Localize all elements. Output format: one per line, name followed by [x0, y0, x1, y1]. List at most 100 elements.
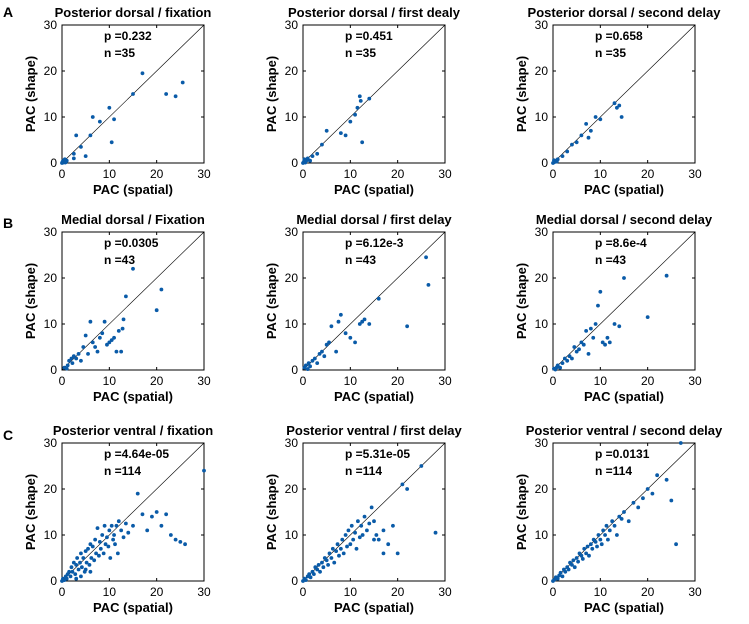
- data-point: [154, 510, 159, 514]
- data-point: [320, 142, 324, 147]
- y-tick-label: 0: [291, 156, 298, 170]
- data-point: [93, 345, 98, 349]
- data-point: [605, 335, 610, 340]
- data-point: [83, 567, 88, 572]
- data-point: [570, 356, 574, 361]
- data-point: [180, 80, 185, 85]
- data-point: [351, 537, 356, 542]
- data-point: [359, 523, 364, 528]
- x-tick-label: 10: [103, 374, 117, 388]
- y-axis-label: PAC (shape): [264, 263, 279, 339]
- data-point: [105, 535, 109, 540]
- y-tick-label: 20: [285, 64, 299, 78]
- data-point: [105, 342, 109, 347]
- data-point: [338, 131, 343, 136]
- data-point: [607, 528, 612, 533]
- x-axis-label: PAC (spatial): [584, 600, 664, 615]
- data-point: [306, 361, 311, 365]
- data-point: [308, 575, 313, 580]
- data-point: [92, 558, 97, 563]
- x-tick-label: 30: [197, 167, 211, 181]
- x-axis-label: PAC (spatial): [584, 182, 664, 197]
- data-point: [131, 523, 135, 528]
- scatter-panel: 0 10 20 30 0 10 20 30 p =0.0305 n =43 Medial dorsa…: [23, 212, 211, 404]
- data-point: [581, 342, 586, 347]
- data-point: [112, 117, 116, 122]
- data-point: [320, 560, 324, 565]
- data-point: [335, 542, 340, 547]
- data-point: [645, 487, 650, 491]
- data-point: [305, 156, 310, 161]
- data-point: [580, 557, 585, 561]
- data-point: [81, 345, 86, 349]
- data-point: [71, 354, 76, 359]
- scatter-panel: 0 10 20 30 0 10 20 30 p =4.64e-05 n =114 Posterior…: [23, 423, 213, 615]
- data-point: [102, 523, 107, 528]
- x-axis-label: PAC (spatial): [584, 389, 664, 404]
- data-point: [367, 521, 372, 526]
- data-point: [574, 349, 579, 354]
- data-point: [97, 335, 102, 340]
- data-point: [75, 556, 80, 560]
- y-tick-label: 0: [50, 363, 57, 377]
- data-point: [74, 576, 79, 581]
- data-point: [674, 542, 678, 547]
- data-point: [591, 335, 596, 340]
- data-point: [619, 115, 624, 119]
- data-point: [669, 498, 674, 503]
- data-point: [357, 94, 362, 99]
- data-point: [308, 158, 312, 163]
- data-point: [367, 96, 372, 101]
- data-point: [71, 560, 76, 565]
- identity-line: [552, 231, 696, 371]
- y-axis-label: PAC (shape): [264, 56, 279, 132]
- data-point: [356, 519, 360, 524]
- data-point: [376, 296, 381, 301]
- data-point: [71, 156, 76, 161]
- data-point: [109, 140, 114, 145]
- data-point: [84, 560, 89, 565]
- data-point: [94, 551, 98, 556]
- data-point: [70, 569, 75, 574]
- data-point: [617, 324, 622, 329]
- x-tick-label: 10: [344, 167, 358, 181]
- data-point: [68, 574, 73, 579]
- data-point: [79, 565, 84, 570]
- data-point: [70, 361, 75, 365]
- data-point: [360, 319, 365, 324]
- data-point: [424, 255, 428, 260]
- x-tick-label: 20: [391, 585, 405, 599]
- data-point: [107, 340, 112, 345]
- data-point: [327, 340, 331, 345]
- data-point: [145, 528, 150, 533]
- data-point: [358, 99, 363, 103]
- data-point: [108, 556, 113, 560]
- data-point: [588, 542, 593, 547]
- data-point: [612, 523, 617, 528]
- data-point: [598, 289, 603, 294]
- data-point: [348, 119, 353, 124]
- data-point: [610, 519, 615, 524]
- data-point: [89, 556, 94, 560]
- y-tick-label: 30: [535, 18, 549, 32]
- data-point: [590, 546, 595, 551]
- data-point: [617, 103, 622, 108]
- data-point: [88, 569, 93, 574]
- data-point: [60, 160, 65, 164]
- data-point: [113, 542, 117, 547]
- n-count-label: n =35: [595, 46, 626, 60]
- data-point: [307, 572, 312, 576]
- data-point: [69, 356, 74, 361]
- data-point: [327, 551, 332, 556]
- y-axis-label: PAC (shape): [23, 474, 38, 550]
- n-count-label: n =114: [104, 464, 141, 478]
- data-point: [360, 533, 365, 537]
- data-point: [124, 521, 128, 526]
- identity-line: [552, 24, 696, 164]
- x-tick-label: 20: [391, 167, 405, 181]
- x-tick-label: 0: [300, 374, 307, 388]
- data-point: [140, 71, 145, 76]
- data-point: [599, 542, 604, 547]
- data-point: [655, 473, 660, 478]
- data-point: [650, 491, 655, 496]
